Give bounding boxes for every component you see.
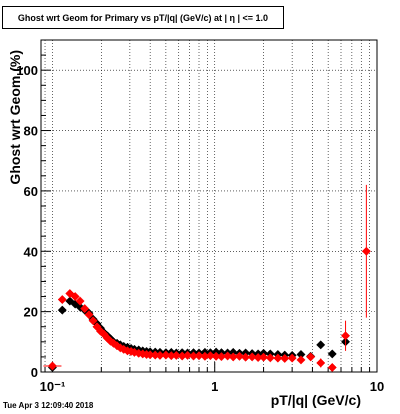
data-point [273, 353, 283, 363]
data-point [57, 295, 67, 305]
data-point [316, 358, 326, 368]
x-tick-label: 1 [211, 379, 218, 394]
data-point [182, 350, 193, 360]
data-point [287, 353, 297, 363]
timestamp-footer: Tue Apr 3 12:09:40 2018 [3, 401, 94, 410]
data-series [43, 184, 371, 373]
data-point [306, 352, 316, 362]
x-tick-label: 10⁻¹ [40, 379, 66, 394]
data-point [70, 291, 80, 302]
chart-title-box: Ghost wrt Geom for Primary vs pT/|q| (Ge… [2, 6, 284, 29]
y-tick-label: 40 [24, 244, 38, 259]
data-point [247, 352, 257, 362]
data-point [259, 352, 269, 362]
series-1 [47, 184, 371, 373]
data-point [205, 351, 215, 361]
data-point [84, 310, 94, 320]
y-axis-label: Ghost wrt Geom (%) [7, 50, 23, 185]
data-point [316, 340, 326, 350]
data-point [80, 304, 90, 314]
chart-title: Ghost wrt Geom for Primary vs pT/|q| (Ge… [17, 12, 269, 23]
x-tick-label: 10 [370, 379, 384, 394]
data-point [280, 353, 290, 363]
data-point [327, 349, 337, 359]
data-point [340, 331, 351, 341]
data-point [296, 355, 306, 365]
data-point [223, 351, 233, 361]
grid [41, 40, 378, 372]
y-tick-label: 100 [16, 63, 38, 78]
tick-labels: 0 20 40 60 80 100 10⁻¹ 1 10 [16, 63, 384, 394]
data-point [241, 352, 251, 362]
data-point [171, 350, 181, 360]
y-tick-label: 20 [24, 305, 38, 320]
data-point [161, 350, 171, 360]
data-point [361, 246, 371, 256]
data-point [327, 362, 337, 373]
y-tick-label: 60 [24, 184, 38, 199]
data-point [194, 351, 204, 361]
data-point [265, 353, 275, 363]
data-point [234, 351, 244, 361]
y-tick-label: 0 [31, 365, 38, 380]
data-point [57, 305, 67, 315]
data-point [75, 296, 85, 306]
data-point [88, 316, 98, 326]
minor-ticks [41, 54, 378, 373]
x-axis-label: pT/|q| (GeV/c) [271, 392, 361, 408]
y-tick-label: 80 [24, 124, 38, 139]
